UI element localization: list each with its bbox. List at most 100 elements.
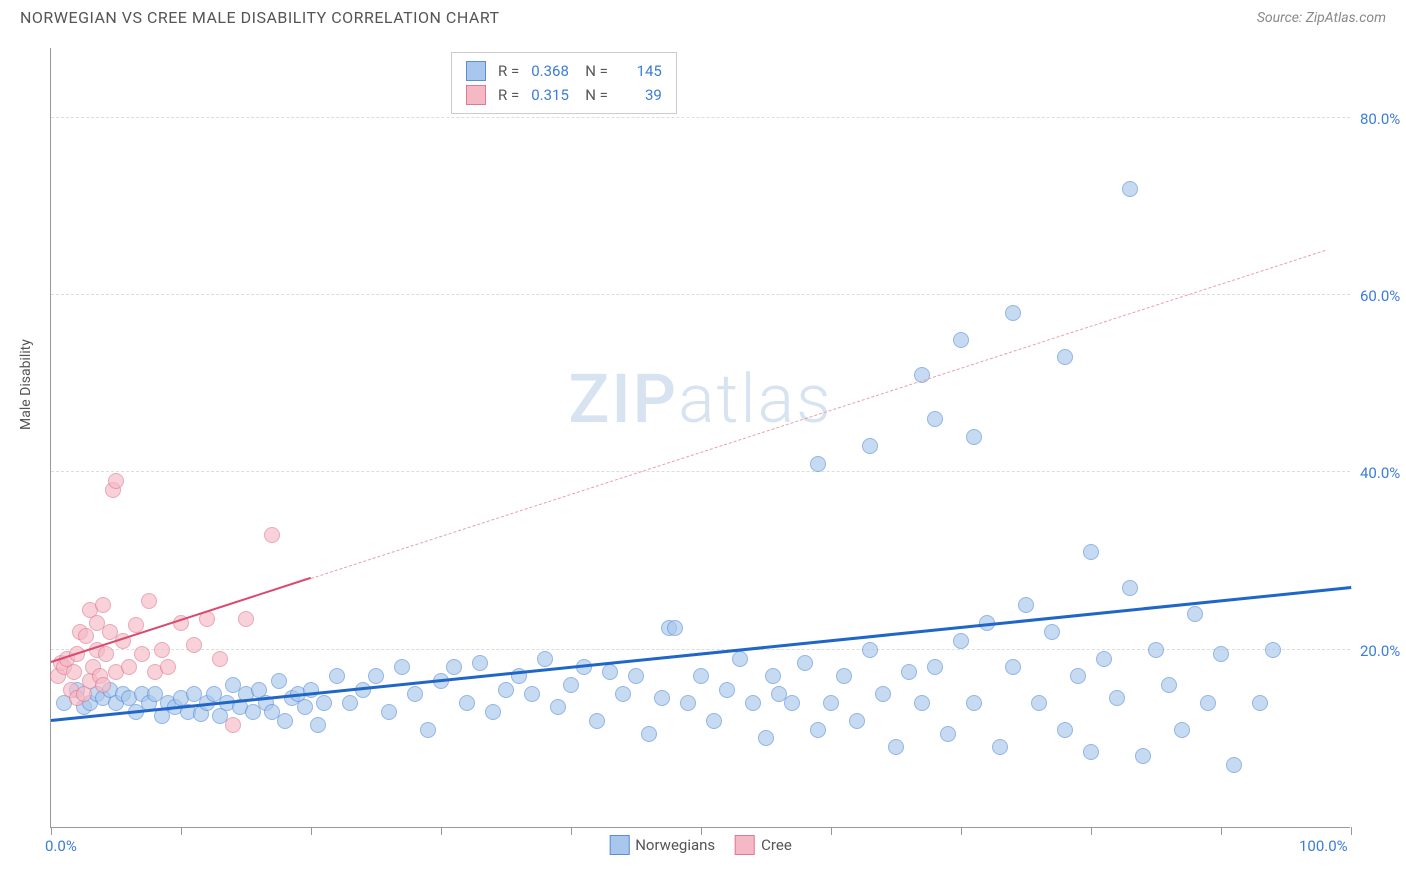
n-value: 145 <box>620 59 662 83</box>
scatter-point <box>310 717 326 733</box>
scatter-point <box>927 659 943 675</box>
scatter-point <box>238 611 254 627</box>
r-value: 0.368 <box>531 59 573 83</box>
scatter-point <box>862 642 878 658</box>
scatter-point <box>225 717 241 733</box>
scatter-point <box>810 722 826 738</box>
scatter-point <box>823 695 839 711</box>
scatter-point <box>329 668 345 684</box>
x-tick <box>1351 827 1352 835</box>
scatter-point <box>264 527 280 543</box>
scatter-chart: ZIPatlas R =0.368N =145R =0.315N =39 Nor… <box>50 48 1350 828</box>
scatter-point <box>1070 668 1086 684</box>
scatter-point <box>966 429 982 445</box>
scatter-point <box>121 659 137 675</box>
scatter-point <box>1226 757 1242 773</box>
x-tick <box>831 827 832 835</box>
scatter-point <box>862 438 878 454</box>
scatter-point <box>141 593 157 609</box>
y-tick-label: 80.0% <box>1360 110 1406 128</box>
scatter-point <box>940 726 956 742</box>
scatter-point <box>706 713 722 729</box>
n-label: N = <box>585 59 608 83</box>
y-axis-label: Male Disability <box>18 339 34 430</box>
y-tick-label: 60.0% <box>1360 287 1406 305</box>
chart-title: NORWEGIAN VS CREE MALE DISABILITY CORREL… <box>20 8 500 27</box>
scatter-point <box>836 668 852 684</box>
scatter-point <box>498 682 514 698</box>
x-tick-label: 0.0% <box>45 837 77 855</box>
scatter-point <box>1135 748 1151 764</box>
legend-series-item: Cree <box>735 835 792 855</box>
scatter-point <box>765 668 781 684</box>
scatter-point <box>1265 642 1281 658</box>
scatter-point <box>95 677 111 693</box>
scatter-point <box>1252 695 1268 711</box>
y-tick-label: 40.0% <box>1360 464 1406 482</box>
scatter-point <box>667 620 683 636</box>
x-tick-label: 100.0% <box>1299 837 1348 855</box>
scatter-point <box>1174 722 1190 738</box>
legend-stat-row: R =0.315N =39 <box>466 83 662 107</box>
scatter-point <box>732 651 748 667</box>
scatter-point <box>1083 544 1099 560</box>
x-tick <box>1091 827 1092 835</box>
scatter-point <box>758 730 774 746</box>
scatter-point <box>485 704 501 720</box>
n-value: 39 <box>620 83 662 107</box>
scatter-point <box>1148 642 1164 658</box>
scatter-point <box>1200 695 1216 711</box>
scatter-point <box>1161 677 1177 693</box>
scatter-point <box>927 411 943 427</box>
scatter-point <box>615 686 631 702</box>
scatter-point <box>641 726 657 742</box>
scatter-point <box>394 659 410 675</box>
scatter-point <box>342 695 358 711</box>
scatter-point <box>1109 690 1125 706</box>
legend-series: Norwegians Cree <box>609 835 792 855</box>
scatter-point <box>1096 651 1112 667</box>
x-tick <box>51 827 52 835</box>
scatter-point <box>914 695 930 711</box>
scatter-point <box>719 682 735 698</box>
r-value: 0.315 <box>531 83 573 107</box>
scatter-point <box>888 739 904 755</box>
x-tick <box>311 827 312 835</box>
scatter-point <box>277 713 293 729</box>
scatter-point <box>810 456 826 472</box>
scatter-point <box>953 633 969 649</box>
grid-line <box>51 471 1350 472</box>
grid-line <box>51 294 1350 295</box>
legend-series-label: Norwegians <box>635 836 715 854</box>
scatter-point <box>797 655 813 671</box>
legend-series-item: Norwegians <box>609 835 715 855</box>
scatter-point <box>95 597 111 613</box>
scatter-point <box>108 473 124 489</box>
scatter-point <box>186 637 202 653</box>
x-tick <box>961 827 962 835</box>
scatter-point <box>524 686 540 702</box>
legend-swatch <box>735 835 755 855</box>
x-tick <box>701 827 702 835</box>
scatter-point <box>875 686 891 702</box>
scatter-point <box>1005 305 1021 321</box>
scatter-point <box>1122 181 1138 197</box>
legend-swatch <box>466 85 486 105</box>
scatter-point <box>66 664 82 680</box>
scatter-point <box>1018 597 1034 613</box>
scatter-point <box>1031 695 1047 711</box>
scatter-point <box>537 651 553 667</box>
scatter-point <box>1005 659 1021 675</box>
scatter-point <box>849 713 865 729</box>
scatter-point <box>602 664 618 680</box>
scatter-point <box>693 668 709 684</box>
r-label: R = <box>498 59 519 83</box>
scatter-point <box>1213 646 1229 662</box>
scatter-point <box>459 695 475 711</box>
trend-line <box>311 250 1325 579</box>
scatter-point <box>654 690 670 706</box>
scatter-point <box>966 695 982 711</box>
scatter-point <box>1122 580 1138 596</box>
legend-swatch <box>466 61 486 81</box>
scatter-point <box>1044 624 1060 640</box>
